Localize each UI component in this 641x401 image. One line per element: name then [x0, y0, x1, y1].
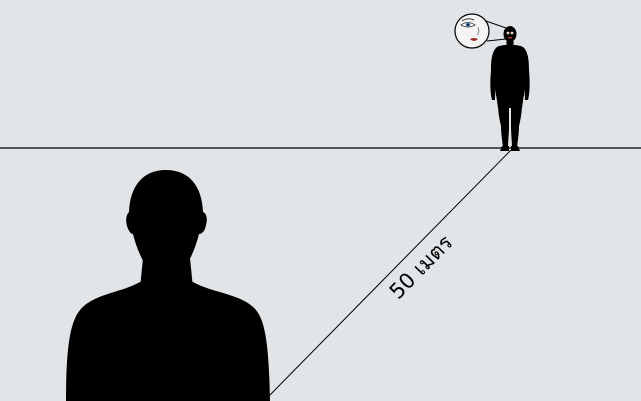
zoom-connector [485, 20, 507, 42]
distant-person-silhouette [490, 26, 530, 151]
observer-silhouette [66, 170, 270, 401]
nose-icon [476, 26, 480, 36]
eye-icon [460, 22, 476, 28]
eyebrow-icon [461, 18, 475, 22]
sightline [265, 149, 512, 400]
distant-face-marker [506, 31, 514, 39]
face-zoom-callout [454, 13, 490, 49]
lips-icon [470, 38, 478, 41]
